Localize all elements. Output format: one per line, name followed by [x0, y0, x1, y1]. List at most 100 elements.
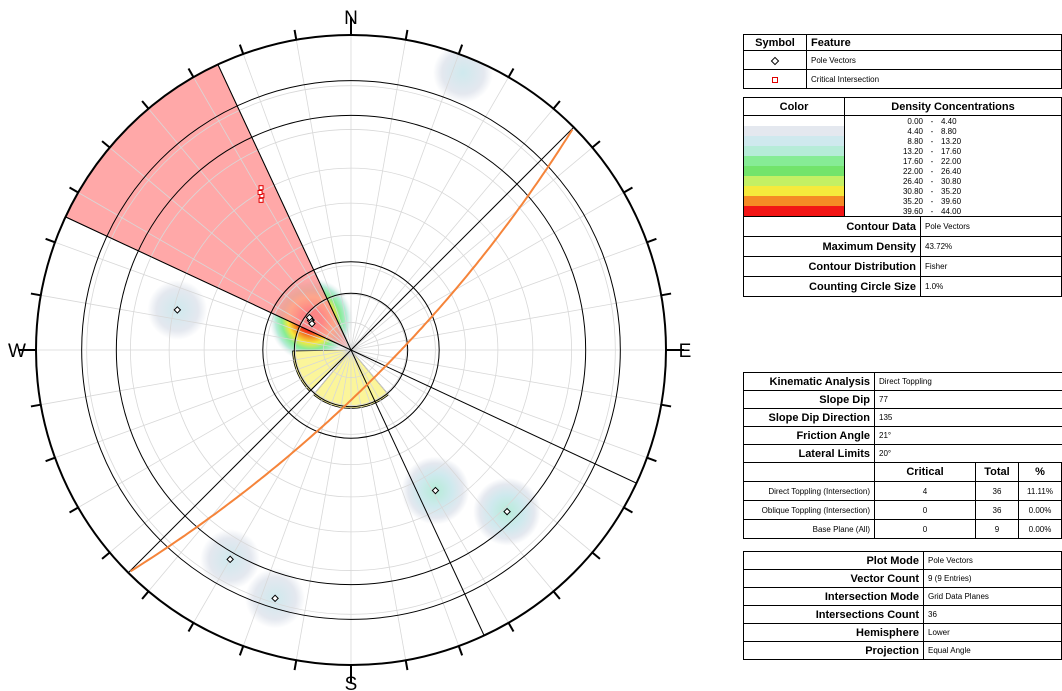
result-pct: 0.00%	[1018, 500, 1062, 520]
kinematic-row: Slope Dip Direction 135	[743, 408, 1062, 427]
kinematic-value: 77	[874, 390, 1062, 409]
legend-label: Critical Intersection	[806, 69, 1062, 89]
plot-setting-row: Plot Mode Pole Vectors	[743, 551, 1062, 570]
result-name: Base Plane (All)	[743, 519, 875, 539]
density-concentration-header: Density Concentrations	[844, 97, 1062, 116]
density-swatch-cell	[743, 196, 845, 206]
density-range-cell: 39.60-44.00	[844, 206, 1062, 217]
density-range-cell: 22.00-26.40	[844, 166, 1062, 176]
result-total: 36	[975, 500, 1019, 520]
kinematic-row: Slope Dip 77	[743, 390, 1062, 409]
azimuth-tick	[30, 292, 41, 297]
grid-radial	[350, 53, 460, 351]
plot-setting-row: Projection Equal Angle	[743, 641, 1062, 660]
plot-setting-row: Hemisphere Lower	[743, 623, 1062, 642]
pole-points	[173, 185, 511, 603]
density-swatch	[744, 146, 844, 156]
compass-west-label: W	[8, 341, 26, 362]
plot-setting-label: Intersections Count	[743, 605, 924, 624]
plot-setting-row: Intersections Count 36	[743, 605, 1062, 624]
density-contour-blob	[432, 42, 493, 103]
kinematic-label: Friction Angle	[743, 426, 875, 445]
azimuth-tick	[69, 506, 79, 514]
density-swatch	[744, 186, 844, 196]
density-swatch-cell	[743, 186, 845, 196]
kinematic-value: Direct Toppling	[874, 372, 1062, 391]
density-from: 13.20	[902, 146, 923, 156]
azimuth-tick	[45, 237, 56, 244]
kinematic-result-row: Oblique Toppling (Intersection) 0 36 0.00%	[743, 500, 1062, 520]
density-dash: -	[930, 156, 934, 166]
kinematic-result-row: Base Plane (All) 0 9 0.00%	[743, 519, 1062, 539]
plot-setting-value: Grid Data Planes	[923, 587, 1062, 606]
grid-radial	[350, 349, 554, 592]
grid-radial	[350, 39, 407, 351]
azimuth-tick	[507, 622, 515, 632]
density-ranges: 0.00-4.40 4.40-8.80 8.80-13.20 13.20-17.60 1…	[743, 115, 1062, 217]
pole-vector-point	[271, 594, 279, 603]
density-range-cell: 8.80-13.20	[844, 136, 1062, 146]
azimuth-tick	[187, 68, 195, 78]
azimuth-tick	[661, 403, 672, 408]
critical-intersection-point	[258, 185, 264, 191]
grid-radial	[78, 192, 352, 351]
kinematic-label: Slope Dip	[743, 390, 875, 409]
azimuth-tick	[404, 29, 409, 40]
grid-radial	[350, 349, 662, 406]
density-range-row: 22.00-26.40	[743, 166, 1062, 176]
azimuth-tick	[101, 551, 111, 560]
azimuth-tick	[187, 622, 195, 632]
density-swatch	[744, 196, 844, 206]
density-dash: -	[930, 146, 934, 156]
result-total: 36	[975, 481, 1019, 501]
azimuth-tick	[646, 456, 657, 463]
density-dash: -	[930, 196, 934, 206]
limit-line	[350, 349, 637, 484]
density-dash: -	[930, 186, 934, 196]
azimuth-tick	[646, 237, 657, 244]
meta-value: 1.0%	[920, 276, 1062, 297]
friction-zone-west	[292, 349, 352, 392]
kinematic-row: Lateral Limits 20°	[743, 444, 1062, 463]
azimuth-tick	[404, 660, 409, 671]
density-range-cell: 4.40-8.80	[844, 126, 1062, 136]
azimuth-tick	[591, 140, 601, 149]
plot-setting-value: Pole Vectors	[923, 551, 1062, 570]
density-from: 30.80	[902, 186, 923, 196]
density-range-cell: 0.00-4.40	[844, 115, 1062, 126]
kinematic-label: Slope Dip Direction	[743, 408, 875, 427]
limit-line	[127, 349, 352, 574]
azimuth-tick	[238, 645, 245, 656]
density-from: 22.00	[902, 166, 923, 176]
result-critical: 0	[874, 500, 976, 520]
kinematic-row: Kinematic Analysis Direct Toppling	[743, 372, 1062, 391]
kinematic-table: Kinematic Analysis Direct Toppling Slope D…	[743, 372, 1062, 539]
density-to: 35.20	[941, 186, 962, 196]
azimuth-tick	[30, 403, 41, 408]
grid-radial	[350, 77, 509, 351]
density-swatch	[744, 206, 844, 216]
grid-radial	[350, 108, 554, 351]
density-to: 8.80	[941, 126, 957, 136]
density-to: 13.20	[941, 136, 962, 146]
grid-radial	[350, 192, 624, 351]
density-to: 39.60	[941, 196, 962, 206]
stereonet-plot: N E S W	[8, 8, 692, 691]
critical-col-header: Critical	[874, 462, 976, 482]
density-swatch	[744, 166, 844, 176]
density-meta-row: Maximum Density 43.72%	[743, 236, 1062, 257]
grid-radial	[40, 349, 352, 406]
legend-row-critical-intersection: Critical Intersection	[743, 69, 1062, 89]
plot-setting-row: Intersection Mode Grid Data Planes	[743, 587, 1062, 606]
slope-plane-great-circle	[130, 129, 574, 573]
grid-radial	[242, 53, 352, 351]
limit-line	[217, 64, 352, 351]
meta-value: 43.72%	[920, 236, 1062, 257]
compass-east-label: E	[679, 341, 692, 362]
azimuth-tick	[293, 29, 298, 40]
pole-vector-point	[431, 486, 440, 495]
density-dash: -	[930, 206, 934, 216]
density-range-row: 39.60-44.00	[743, 206, 1062, 217]
grid-radial	[78, 349, 352, 508]
azimuth-tick	[623, 186, 633, 194]
